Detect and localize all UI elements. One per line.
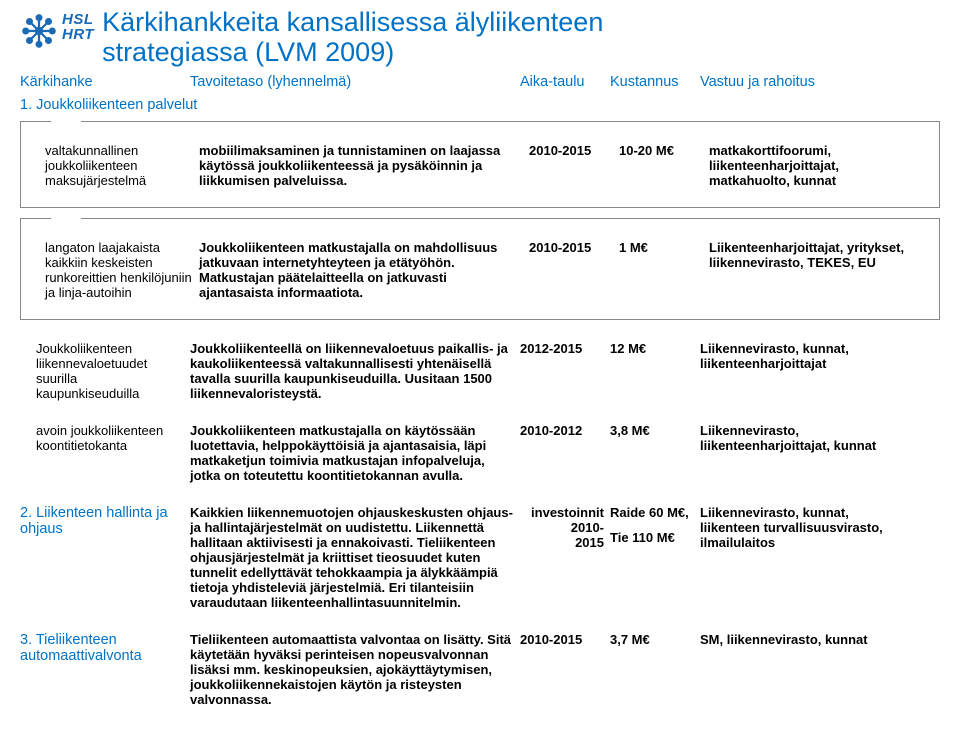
schedule-line: 2015 [520,535,604,550]
cell-responsible: Liikennevirasto, liikenteenharjoittajat,… [700,420,910,486]
cell-schedule: 2010-2012 [520,420,610,486]
cost-line: Raide 60 M€, [610,505,694,520]
cell-responsible: SM, liikennevirasto, kunnat [700,629,910,710]
cell-cost: 3,8 M€ [610,420,700,486]
header: HSL HRT Kärkihankkeita kansallisessa äly… [20,8,940,67]
section-2-head: 2. Liikenteen hallinta ja ohjaus [20,502,190,613]
table-row: 3. Tieliikenteen automaattivalvonta Tiel… [20,621,940,718]
col-header-vastuu: Vastuu ja rahoitus [700,71,910,93]
cost-line: Tie 110 M€ [610,530,694,545]
cell-target: mobiilimaksaminen ja tunnistaminen on la… [199,140,529,191]
page-title: Kärkihankkeita kansallisessa älyliikente… [102,8,603,67]
table-row: valtakunnallinen joukkoliikenteen maksuj… [29,132,931,199]
col-header-kustannus: Kustannus [610,71,700,93]
logo-line1: HSL [62,12,94,27]
cell-responsible: matkakorttifoorumi, liikenteenharjoittaj… [709,140,919,191]
cell-cost: 3,7 M€ [610,629,700,710]
title-line2: strategiassa (LVM 2009) [102,37,394,67]
table-row: Joukkoliikenteen liikennevaloetuudet suu… [20,330,940,412]
cell-schedule: 2012-2015 [520,338,610,404]
col-header-karkihanke: Kärkihanke [20,71,190,93]
group-box-1: valtakunnallinen joukkoliikenteen maksuj… [20,121,940,208]
section-1-head: 1. Joukkoliikenteen palvelut [20,95,940,117]
cell-cost: 1 M€ [619,237,709,303]
table-row: avoin joukkoliikenteen koontitietokanta … [20,412,940,494]
cell-project: valtakunnallinen joukkoliikenteen maksuj… [29,140,199,191]
logo-text: HSL HRT [62,12,94,42]
col-header-aikataulu: Aika-taulu [520,71,610,93]
table-row: 2. Liikenteen hallinta ja ohjaus Kaikkie… [20,494,940,621]
cell-project: avoin joukkoliikenteen koontitietokanta [20,420,190,486]
schedule-line: 2010- [520,520,604,535]
cell-project: langaton laajakaista kaikkiin keskeisten… [29,237,199,303]
cell-cost: Raide 60 M€, Tie 110 M€ [610,502,700,613]
cell-responsible: Liikenteenharjoittajat, yritykset, liike… [709,237,919,303]
schedule-line: investoinnit [520,505,604,520]
cell-target: Joukkoliikenteen matkustajalla on käytös… [190,420,520,486]
cell-schedule: 2010-2015 [529,237,619,303]
section-3-head: 3. Tieliikenteen automaattivalvonta [20,629,190,710]
group-box-2: langaton laajakaista kaikkiin keskeisten… [20,218,940,320]
cell-cost: 12 M€ [610,338,700,404]
logo-sunburst-icon [20,12,58,50]
col-header-tavoitetaso: Tavoitetaso (lyhennelmä) [190,71,520,93]
table-row: langaton laajakaista kaikkiin keskeisten… [29,229,931,311]
cell-target: Tieliikenteen automaattista valvontaa on… [190,629,520,710]
logo-block: HSL HRT [20,8,94,50]
cell-target: Joukkoliikenteen matkustajalla on mahdol… [199,237,529,303]
cell-schedule: investoinnit 2010- 2015 [520,502,610,613]
cell-responsible: Liikennevirasto, kunnat, liikenteen turv… [700,502,910,613]
cell-target: Kaikkien liikennemuotojen ohjauskeskuste… [190,502,520,613]
table-header: Kärkihanke Tavoitetaso (lyhennelmä) Aika… [20,67,940,95]
cell-cost: 10-20 M€ [619,140,709,191]
cell-target: Joukkoliikenteellä on liikennevaloetuus … [190,338,520,404]
cell-responsible: Liikennevirasto, kunnat, liikenteenharjo… [700,338,910,404]
page-root: HSL HRT Kärkihankkeita kansallisessa äly… [0,0,960,738]
logo-line2: HRT [62,27,94,42]
cell-schedule: 2010-2015 [529,140,619,191]
cell-project: Joukkoliikenteen liikennevaloetuudet suu… [20,338,190,404]
cell-schedule: 2010-2015 [520,629,610,710]
title-line1: Kärkihankkeita kansallisessa älyliikente… [102,7,603,37]
